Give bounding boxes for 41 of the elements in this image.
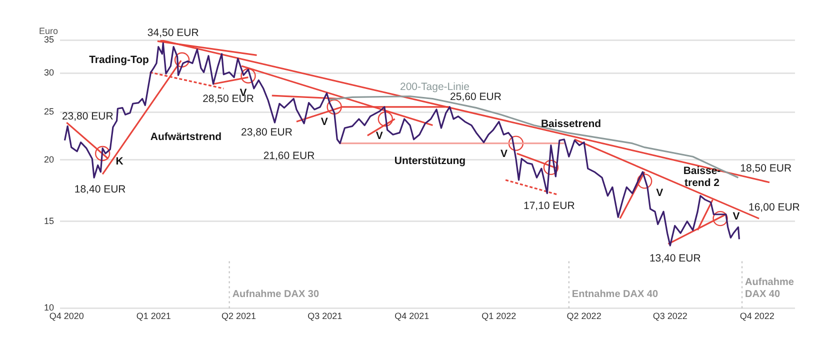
x-tick-label: Q1 2021: [136, 311, 171, 322]
ref-line-label: Aufnahme DAX 40: [745, 276, 794, 300]
y-tick-label: 35: [44, 34, 54, 44]
x-tick-label: Q2 2021: [222, 311, 256, 322]
annotation: Aufwärtstrend: [150, 130, 222, 143]
annotation: 23,80 EUR: [241, 126, 293, 138]
y-tick-label: 25: [44, 106, 54, 117]
annotation: Baissetrend: [540, 118, 602, 130]
x-tick-label: Q4 2020: [49, 311, 84, 322]
x-tick-label: Q3 2021: [308, 311, 342, 322]
annotation: 21,60 EUR: [263, 150, 316, 162]
annotation: V: [320, 116, 328, 128]
y-tick-label: 30: [44, 67, 54, 78]
ref-line-label: Entnahme DAX 40: [572, 288, 658, 300]
x-tick-label: Q4 2021: [394, 311, 430, 322]
x-tick-label: Q2 2022: [566, 311, 602, 322]
annotation: 17,10 EUR: [523, 200, 576, 212]
annotation: V: [732, 210, 740, 222]
annotation: Trading-Top: [89, 54, 149, 66]
annotation: 34,50 EUR: [147, 26, 200, 39]
annotation: 25,60 EUR: [450, 90, 502, 103]
y-tick-label: 15: [44, 216, 54, 226]
annotation: V: [656, 187, 664, 200]
series-label: 200-Tage-Linie: [400, 80, 470, 93]
annotation: 13,40 EUR: [649, 252, 702, 264]
annotation: Unterstützung: [394, 154, 466, 167]
x-tick-label: Q1 2022: [482, 311, 516, 322]
annotation: V: [376, 130, 383, 142]
y-tick-label: 10: [44, 302, 54, 313]
annotation: Baisse- trend 2: [683, 164, 722, 189]
x-tick-label: Q3 2022: [652, 311, 688, 322]
annotation: 18,50 EUR: [740, 162, 792, 174]
x-tick-label: Q4 2022: [740, 311, 774, 322]
annotation: 18,40 EUR: [74, 184, 126, 196]
y-axis-title: Euro: [38, 26, 58, 36]
annotation: 16,00 EUR: [748, 201, 800, 214]
ref-line-label: Aufnahme DAX 30: [232, 288, 320, 300]
annotation: 23,80 EUR: [62, 110, 114, 122]
annotation: K: [116, 155, 124, 168]
annotation: V: [500, 148, 508, 160]
y-tick-label: 20: [44, 154, 54, 164]
